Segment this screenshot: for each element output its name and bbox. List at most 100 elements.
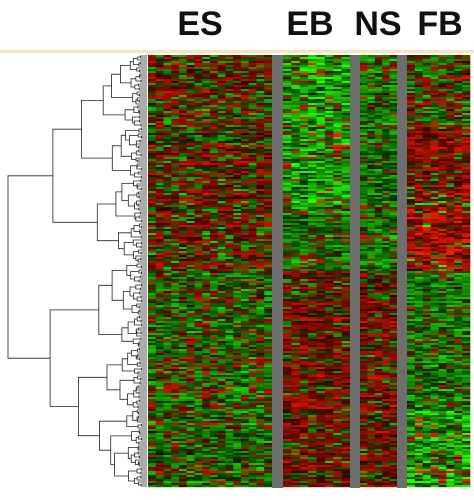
heatmap-cell	[299, 131, 309, 134]
heatmap-cell	[367, 57, 376, 60]
heatmap-cell	[291, 237, 301, 240]
heatmap-cell	[299, 271, 309, 274]
heatmap-cell	[446, 251, 455, 254]
heatmap-cell	[283, 301, 292, 304]
heatmap-cell	[308, 157, 317, 160]
heatmap-cell	[414, 143, 424, 146]
heatmap-cell	[283, 177, 292, 180]
heatmap-cell	[446, 113, 455, 116]
heatmap-cell	[163, 153, 172, 156]
heatmap-cell	[462, 105, 471, 108]
heatmap-cell	[217, 141, 226, 144]
heatmap-cell	[454, 87, 463, 90]
heatmap-cell	[291, 155, 301, 158]
heatmap-cell	[217, 257, 226, 260]
heatmap-cell	[283, 179, 292, 182]
heatmap-cell	[210, 321, 219, 324]
heatmap-cell	[438, 225, 447, 228]
heatmap-cell	[414, 147, 424, 150]
heatmap-cell	[341, 277, 351, 280]
heatmap-cell	[462, 157, 471, 160]
heatmap-cell	[374, 201, 383, 204]
heatmap-cell	[446, 265, 455, 268]
heatmap-cell	[367, 193, 376, 196]
heatmap-cell	[299, 231, 309, 234]
heatmap-cell	[407, 149, 416, 152]
heatmap-cell	[256, 241, 265, 244]
heatmap-cell	[283, 239, 292, 242]
heatmap-cell	[438, 109, 447, 112]
heatmap-cell	[438, 301, 447, 304]
heatmap-cell	[210, 275, 219, 278]
heatmap-cell	[382, 89, 390, 92]
heatmap-cell	[341, 279, 351, 282]
heatmap-cell	[382, 131, 390, 134]
heatmap-cell	[264, 187, 273, 190]
heatmap-cell	[374, 219, 383, 222]
heatmap-cell	[179, 109, 188, 112]
heatmap-cell	[374, 207, 383, 210]
heatmap-cell	[241, 289, 250, 292]
heatmap-cell	[194, 149, 203, 152]
heatmap-cell	[225, 83, 234, 86]
heatmap-cell	[414, 163, 424, 166]
heatmap-cell	[462, 163, 471, 166]
heatmap-cell	[217, 157, 226, 160]
heatmap-cell	[194, 65, 203, 68]
heatmap-cell	[316, 237, 326, 240]
heatmap-cell	[316, 127, 326, 130]
heatmap-cell	[389, 311, 398, 314]
heatmap-cell	[241, 165, 250, 168]
heatmap-cell	[316, 201, 326, 204]
heatmap-cell	[256, 257, 265, 260]
heatmap-cell	[308, 215, 317, 218]
heatmap-cell	[163, 87, 172, 90]
heatmap-cell	[264, 211, 273, 214]
heatmap-cell	[283, 243, 292, 246]
heatmap-cell	[248, 219, 257, 222]
heatmap-cell	[194, 91, 203, 94]
heatmap-cell	[256, 195, 265, 198]
heatmap-cell	[264, 265, 273, 268]
heatmap-cell	[341, 245, 351, 248]
heatmap-cell	[264, 115, 273, 118]
heatmap-cell	[454, 107, 463, 110]
heatmap-cell	[233, 121, 242, 124]
heatmap-cell	[462, 283, 471, 286]
heatmap-cell	[316, 183, 326, 186]
heatmap-cell	[462, 235, 471, 238]
heatmap-cell	[194, 159, 203, 162]
heatmap-cell	[217, 147, 226, 150]
heatmap-cell	[389, 257, 398, 260]
heatmap-cell	[333, 297, 342, 300]
heatmap-cell	[225, 251, 234, 254]
heatmap-cell	[163, 95, 172, 98]
heatmap-cell	[446, 315, 455, 318]
heatmap-cell	[225, 139, 234, 142]
heatmap-cell	[308, 101, 317, 104]
heatmap-cell	[367, 99, 376, 102]
heatmap-cell	[324, 283, 334, 286]
heatmap-cell	[248, 281, 257, 284]
heatmap-cell	[382, 97, 390, 100]
heatmap-cell	[454, 219, 463, 222]
heatmap-cell	[256, 127, 265, 130]
heatmap-cell	[179, 319, 188, 322]
heatmap-cell	[163, 255, 172, 258]
heatmap-cell	[389, 281, 398, 284]
heatmap-cell	[241, 85, 250, 88]
heatmap-cell	[299, 113, 309, 116]
heatmap-cell	[324, 249, 334, 252]
heatmap-cell	[308, 273, 317, 276]
heatmap-cell	[233, 229, 242, 232]
heatmap-cell	[454, 213, 463, 216]
heatmap-cell	[454, 281, 463, 284]
heatmap-cell	[407, 151, 416, 154]
heatmap-cell	[241, 79, 250, 82]
heatmap-cell	[389, 93, 398, 96]
heatmap-cell	[430, 149, 439, 152]
heatmap-cell	[217, 117, 226, 120]
heatmap-cell	[256, 83, 265, 86]
heatmap-cell	[382, 157, 390, 160]
heatmap-cell	[264, 193, 273, 196]
